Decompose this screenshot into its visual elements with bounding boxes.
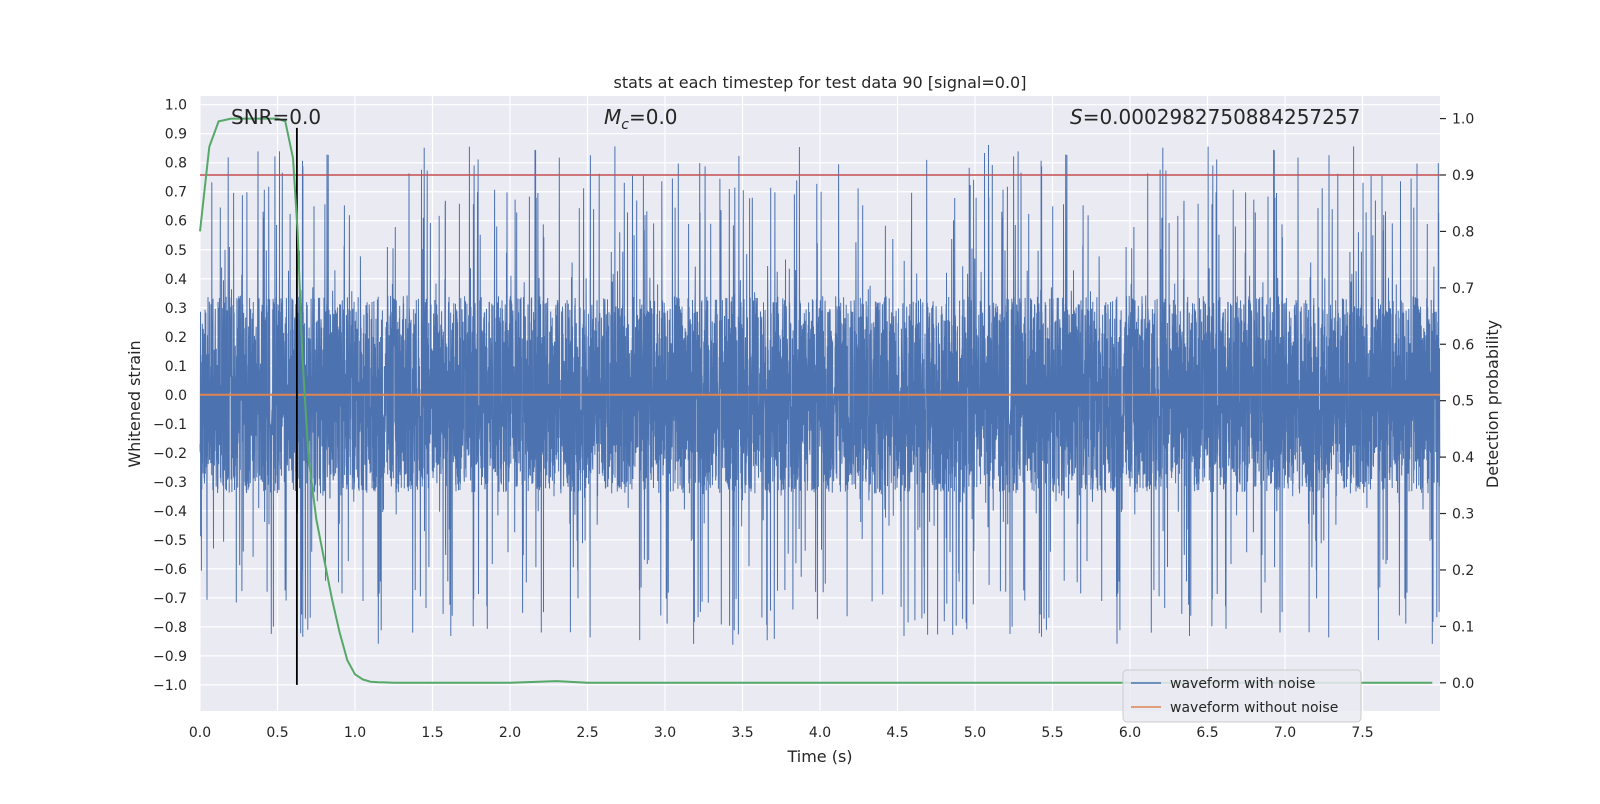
annotation-mc-symbol: M (604, 105, 621, 129)
y2-axis-label: Detection probability (1483, 320, 1502, 488)
y-tick-label-3: −0.7 (153, 591, 187, 607)
y2-tick-label-9: 0.9 (1452, 168, 1474, 184)
y-tick-label-0: −1.0 (153, 678, 187, 694)
y-tick-label-9: −0.1 (153, 417, 187, 433)
x-tick-label-13: 6.5 (1196, 725, 1218, 741)
y-tick-label-10: 0.0 (165, 388, 187, 404)
y-tick-label-16: 0.6 (165, 214, 187, 230)
legend: waveform with noise waveform without noi… (1122, 669, 1362, 723)
y-axis-label: Whitened strain (125, 340, 144, 467)
y-tick-label-15: 0.5 (165, 243, 187, 259)
y2-tick-label-10: 1.0 (1452, 112, 1474, 128)
y2-tick-label-7: 0.7 (1452, 281, 1474, 297)
series-waveform-with-noise (199, 144, 1441, 645)
x-tick-label-9: 4.5 (886, 725, 908, 741)
y-tick-label-13: 0.3 (165, 301, 187, 317)
y-tick-label-1: −0.9 (153, 649, 187, 665)
y-tick-label-11: 0.1 (165, 359, 187, 375)
y2-tick-labels: 0.0 0.1 0.2 0.3 0.4 0.5 0.6 0.7 0.8 0.9 1.0 (1440, 112, 1474, 692)
x-tick-label-15: 7.5 (1351, 725, 1373, 741)
x-tick-label-7: 3.5 (731, 725, 753, 741)
y2-tick-label-4: 0.4 (1452, 450, 1474, 466)
y2-tick-label-1: 0.1 (1452, 619, 1474, 635)
y-tick-label-5: −0.5 (153, 533, 187, 549)
series-detection-probability (199, 117, 1433, 684)
y2-tick-label-2: 0.2 (1452, 563, 1474, 579)
legend-box (1122, 669, 1362, 723)
annotation-s-value: =0.0002982750884257257 (1083, 105, 1361, 129)
x-tick-label-2: 1.0 (344, 725, 366, 741)
y2-tick-label-6: 0.6 (1452, 337, 1474, 353)
legend-label-no-noise: waveform without noise (1170, 700, 1338, 716)
x-tick-label-14: 7.0 (1274, 725, 1296, 741)
chart-title: stats at each timestep for test data 90 … (614, 73, 1027, 92)
legend-label-noise: waveform with noise (1170, 676, 1315, 692)
x-tick-label-6: 3.0 (654, 725, 676, 741)
x-tick-label-10: 5.0 (964, 725, 986, 741)
y-tick-label-18: 0.8 (165, 156, 187, 172)
y-tick-label-17: 0.7 (165, 185, 187, 201)
x-tick-label-11: 5.5 (1041, 725, 1063, 741)
y2-tick-label-5: 0.5 (1452, 394, 1474, 410)
x-tick-labels: 0.0 0.5 1.0 1.5 2.0 2.5 3.0 3.5 4.0 4.5 5.0 5.5 6.0 6… (189, 725, 1374, 741)
x-tick-label-12: 6.0 (1119, 725, 1141, 741)
annotation-mc-subscript: c (621, 117, 629, 133)
y2-tick-label-8: 0.8 (1452, 224, 1474, 240)
annotation-mc-value: =0.0 (629, 105, 678, 129)
x-tick-label-5: 2.5 (576, 725, 598, 741)
x-tick-label-3: 1.5 (421, 725, 443, 741)
y-tick-label-2: −0.8 (153, 620, 187, 636)
y2-tick-label-3: 0.3 (1452, 507, 1474, 523)
x-tick-label-8: 4.0 (809, 725, 831, 741)
x-tick-label-0: 0.0 (189, 725, 211, 741)
chart-overlays (199, 117, 1440, 685)
x-tick-label-1: 0.5 (266, 725, 288, 741)
y-tick-labels: −1.0 −0.9 −0.8 −0.7 −0.6 −0.5 −0.4 −0.3 −0.2 −0.1… (153, 98, 187, 694)
y2-tick-label-0: 0.0 (1452, 676, 1474, 692)
y-tick-label-14: 0.4 (165, 272, 187, 288)
noise-line (199, 144, 1441, 645)
y-tick-label-12: 0.2 (165, 330, 187, 346)
y-tick-label-4: −0.6 (153, 562, 187, 578)
annotation-s-symbol: S (1070, 105, 1083, 129)
annotation-s: S=0.0002982750884257257 (1070, 105, 1360, 129)
x-axis-label: Time (s) (786, 747, 852, 766)
y-tick-label-7: −0.3 (153, 475, 187, 491)
annotation-snr: SNR=0.0 (231, 105, 321, 129)
y-tick-label-19: 0.9 (165, 127, 187, 143)
y-tick-label-20: 1.0 (165, 98, 187, 114)
y-tick-label-8: −0.2 (153, 446, 187, 462)
x-tick-label-4: 2.0 (499, 725, 521, 741)
annotation-mc: Mc=0.0 (604, 105, 678, 133)
y-tick-label-6: −0.4 (153, 504, 187, 520)
